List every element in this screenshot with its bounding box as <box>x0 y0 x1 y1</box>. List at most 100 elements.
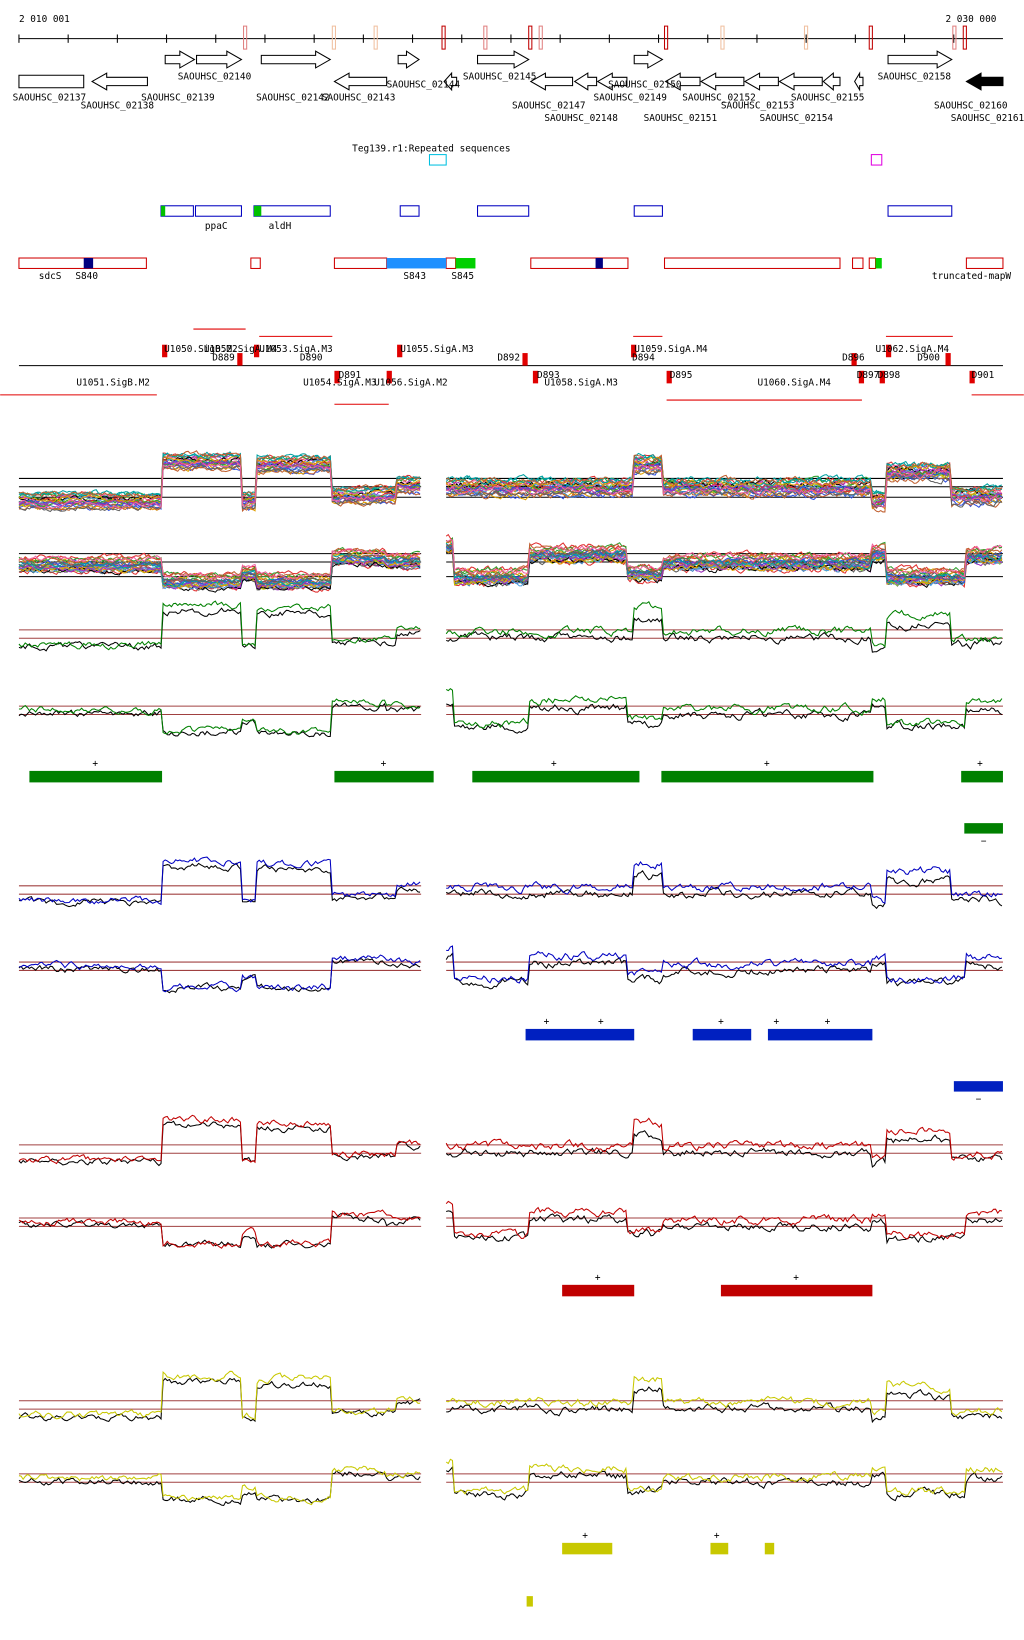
strand-label: + <box>977 759 983 770</box>
promoter-flag <box>386 370 392 384</box>
gene-arrow <box>333 72 388 91</box>
strand-label: + <box>764 759 770 770</box>
strand-label: + <box>793 1273 799 1284</box>
promoter-label: D898 <box>878 370 901 381</box>
promoter-label: U1060.SigA.M4 <box>757 377 831 388</box>
gene-label: SAOUHSC_02152 <box>682 92 756 103</box>
gene-label: SAOUHSC_02144 <box>387 80 461 91</box>
promoter-label: U1058.SigA.M3 <box>544 377 618 388</box>
region-bar <box>953 1081 1003 1092</box>
signal-line <box>18 702 421 738</box>
signal-line <box>18 1212 421 1249</box>
strand-label: − <box>976 1094 982 1105</box>
gene-arrow <box>965 72 1004 91</box>
scale-end: 2 030 000 <box>946 14 997 25</box>
feature-label: sdcS <box>39 271 62 282</box>
strand-label: + <box>92 759 98 770</box>
operon-box <box>253 205 331 217</box>
operon-tss <box>253 205 262 217</box>
operon-box <box>887 205 953 217</box>
promoter-label: U1050.SigB.M2 <box>164 344 238 355</box>
promoter-label: D894 <box>632 352 655 363</box>
gene-label: SAOUHSC_02151 <box>644 113 718 124</box>
feature-box <box>965 257 1004 269</box>
promoter-label: D897 <box>857 370 880 381</box>
promoter-flag <box>522 353 528 366</box>
signal-line <box>18 1470 421 1507</box>
operon-box <box>160 205 194 217</box>
promoter-flag <box>666 370 672 384</box>
signal-line <box>18 958 421 994</box>
gene-arrow <box>196 50 243 69</box>
promoter-label: U1055.SigA.M3 <box>400 344 473 355</box>
promoter-flag <box>885 344 892 358</box>
promoter-label: D892 <box>497 352 520 363</box>
signal-line <box>18 698 421 735</box>
promoter-label: U1056.SigA.M2 <box>374 377 447 388</box>
feature-fill <box>386 258 447 269</box>
signal-line <box>18 464 421 513</box>
gene-label: SAOUHSC_02150 <box>608 80 682 91</box>
signal-line <box>446 1375 1003 1417</box>
region-bar <box>562 1542 613 1555</box>
gene-label: SAOUHSC_02149 <box>593 92 667 103</box>
gene-arrow <box>887 50 953 69</box>
gene-label: SAOUHSC_02155 <box>791 92 864 103</box>
region-bar <box>710 1542 729 1555</box>
strand-label: − <box>981 836 987 847</box>
repeat-mark <box>441 25 446 50</box>
signal-line <box>18 1370 421 1421</box>
signal-line <box>18 1465 421 1506</box>
promoter-label: D895 <box>670 370 693 381</box>
signal-line <box>18 862 421 908</box>
strand-label: + <box>773 1017 779 1028</box>
strand-label: + <box>544 1017 550 1028</box>
region-bar <box>661 770 874 783</box>
signal-line <box>445 601 1002 648</box>
repeat-mark <box>803 25 809 50</box>
gene-label: SAOUHSC_02139 <box>141 92 215 103</box>
gene-arrow <box>529 72 574 91</box>
promoter-label: U1052.SigA.M4 <box>204 344 278 355</box>
signal-line <box>445 1200 1003 1240</box>
promoter-flag <box>253 344 260 358</box>
gene-label: SAOUHSC_02147 <box>512 101 586 112</box>
repeat-mark <box>962 25 967 50</box>
feature-box <box>445 257 457 269</box>
gene-label: SAOUHSC_02140 <box>178 71 252 82</box>
signal-line <box>18 1209 421 1249</box>
gene-label: SAOUHSC_02143 <box>322 92 396 103</box>
signal-line <box>446 1386 1003 1424</box>
feature-fill <box>875 258 882 269</box>
promoter-flag <box>334 370 340 384</box>
feature-box <box>333 257 388 269</box>
region-bar <box>964 823 1003 834</box>
feature-box <box>530 257 629 269</box>
operon-box <box>399 205 420 217</box>
repeat-mark <box>243 25 248 50</box>
feature-box <box>250 257 261 269</box>
promoter-label: U1054.SigA.M3 <box>303 377 377 388</box>
strand-label: + <box>598 1017 604 1028</box>
gene-arrow <box>778 72 823 91</box>
signal-line <box>445 454 1003 496</box>
signal-line <box>445 536 1002 576</box>
promoter-flag <box>858 370 865 384</box>
signal-line <box>445 952 1003 990</box>
signal-line <box>445 688 1003 729</box>
feature-box <box>663 257 841 269</box>
signal-line <box>18 1114 421 1165</box>
feature-box <box>852 257 864 269</box>
signal-line <box>446 945 1003 985</box>
gene-label: SAOUHSC_02161 <box>951 113 1024 124</box>
signal-line <box>18 954 421 993</box>
feature-fill <box>595 258 603 269</box>
repeat-mark <box>528 25 533 50</box>
promoter-label: D889 <box>212 352 235 363</box>
strand-label: + <box>825 1017 831 1028</box>
promoter-flag <box>631 344 637 358</box>
signal-line <box>445 1465 1003 1502</box>
repeat-mark <box>868 25 873 50</box>
repeat-mark <box>373 25 378 50</box>
